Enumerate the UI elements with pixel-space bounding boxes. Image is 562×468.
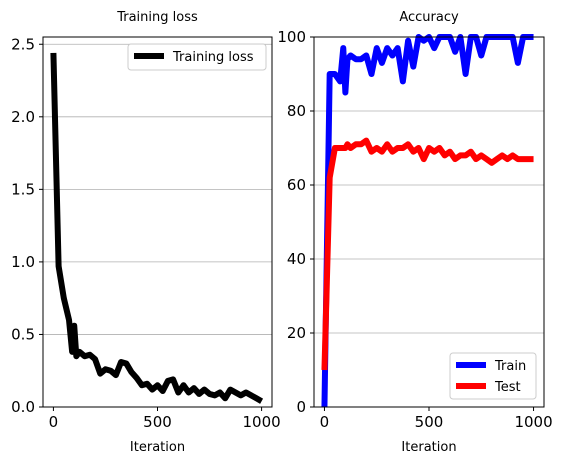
loss-y-tick-label-1: 0.5: [11, 325, 35, 343]
loss-series: [50, 52, 264, 404]
accuracy-y-tick-label-0: 0: [296, 398, 306, 416]
loss-y-tick-label-5: 2.5: [11, 35, 35, 53]
loss-title: Training loss: [116, 10, 198, 25]
loss-y-tick-label-0: 0.0: [11, 398, 35, 416]
accuracy-series: [321, 34, 534, 408]
accuracy-series-test-line: [321, 137, 534, 371]
loss-legend: Training loss: [127, 43, 267, 71]
accuracy-x-label: Iteration: [401, 440, 456, 455]
loss-x-tick-label-0: 0: [49, 413, 59, 431]
accuracy-axes-frame: [313, 36, 545, 408]
accuracy-title: Accuracy: [399, 10, 459, 25]
accuracy-x-tick-label-1: 500: [415, 413, 444, 431]
loss-x-label: Iteration: [130, 440, 185, 455]
loss-y-tick-label-4: 2.0: [11, 108, 35, 126]
accuracy-x-ticks: 0 500 1000: [320, 407, 553, 431]
accuracy-legend: Train Test: [449, 352, 537, 400]
accuracy-grid: [314, 36, 544, 408]
accuracy-legend-label-test: Test: [494, 380, 521, 395]
loss-x-ticks: 0 500 1000: [49, 407, 281, 431]
accuracy-x-tick-label-2: 1000: [514, 413, 552, 431]
loss-x-tick-label-1: 500: [143, 413, 172, 431]
loss-legend-box: [127, 43, 267, 71]
accuracy-x-tick-label-0: 0: [320, 413, 330, 431]
loss-y-tick-label-3: 1.5: [11, 180, 35, 198]
loss-y-ticks: 0.0 0.5 1.0 1.5 2.0 2.5: [11, 35, 43, 416]
training-loss-panel: 0 500 1000 0.0 0.5 1.0 1.5 2.0 2.5 Training los…: [11, 10, 281, 455]
loss-legend-label-training-loss: Training loss: [172, 50, 254, 65]
accuracy-y-tick-label-1: 20: [287, 324, 306, 342]
accuracy-y-tick-label-5: 100: [277, 28, 306, 46]
accuracy-y-tick-label-2: 40: [287, 250, 306, 268]
accuracy-legend-label-train: Train: [494, 359, 526, 374]
accuracy-y-ticks: 0 20 40 60 80 100: [277, 28, 314, 416]
loss-series-training-loss-line: [50, 52, 264, 404]
accuracy-y-tick-label-3: 60: [287, 176, 306, 194]
accuracy-y-tick-label-4: 80: [287, 102, 306, 120]
accuracy-series-train-line: [321, 34, 534, 408]
loss-x-tick-label-2: 1000: [242, 413, 280, 431]
accuracy-panel: 0 500 1000 0 20 40 60 80 100 Accuracy Iteration…: [277, 10, 552, 455]
loss-y-tick-label-2: 1.0: [11, 253, 35, 271]
